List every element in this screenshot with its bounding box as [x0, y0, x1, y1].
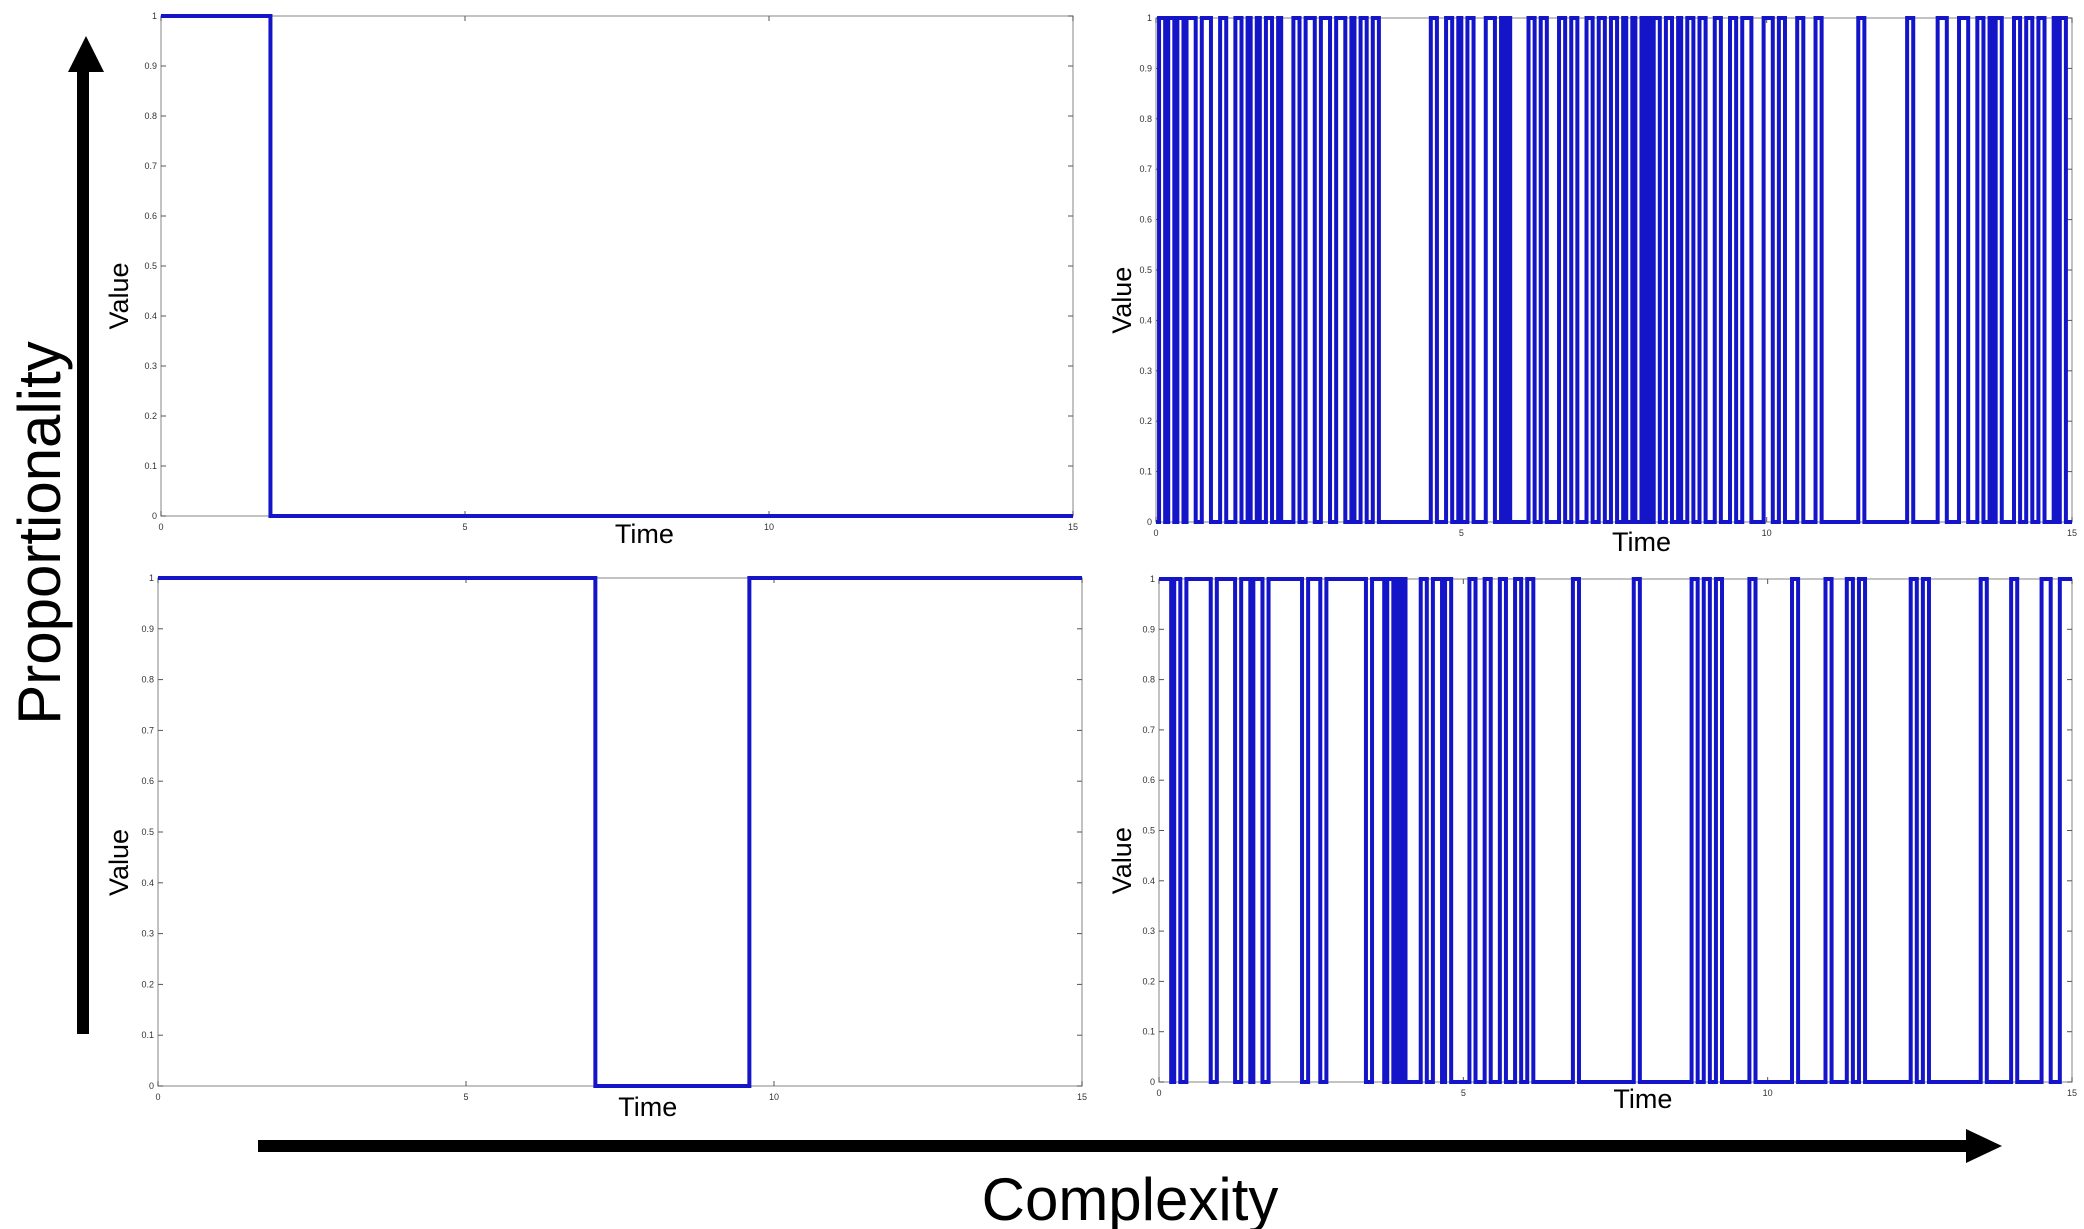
y-tick-label: 0.8 [1139, 114, 1152, 124]
x-tick-label: 0 [1153, 528, 1158, 538]
y-tick-label: 1 [1147, 13, 1152, 23]
y-axis-label: Value [1107, 267, 1137, 334]
y-tick-label: 0.6 [1139, 215, 1152, 225]
y-tick-label: 1 [152, 11, 157, 21]
y-tick-label: 0.3 [1139, 366, 1152, 376]
plot-frame [157, 577, 1083, 1087]
complexity-arrow-shaft [258, 1140, 1978, 1152]
y-tick-label: 0.4 [1142, 876, 1155, 886]
y-tick-label: 0.4 [144, 311, 157, 321]
x-tick-label: 15 [2067, 1088, 2077, 1098]
signal-line [1159, 577, 2072, 1084]
y-tick-label: 0 [149, 1081, 154, 1091]
y-tick-label: 0.2 [1139, 416, 1152, 426]
panel-top-left: 00.10.20.30.40.50.60.70.80.910 5 10 15TimeV… [104, 11, 1078, 549]
x-tick-label: 10 [1762, 528, 1772, 538]
proportionality-arrow [68, 36, 104, 1034]
y-tick-label: 0.6 [144, 211, 157, 221]
y-tick-label: 0.5 [144, 261, 157, 271]
y-tick-label: 0.3 [141, 929, 154, 939]
x-tick-label: 10 [1763, 1088, 1773, 1098]
y-tick-label: 0.9 [1142, 624, 1155, 634]
y-tick-label: 0.2 [141, 979, 154, 989]
y-tick-label: 0.9 [141, 624, 154, 634]
plot-frame [1158, 578, 2073, 1083]
panel-top-right: 00.10.20.30.40.50.60.70.80.910 5 10 15TimeV… [1107, 13, 2077, 557]
complexity-arrow [258, 1129, 2002, 1163]
y-tick-label: 0.4 [1139, 315, 1152, 325]
complexity-label: Complexity [982, 1166, 1279, 1229]
y-tick-label: 0 [152, 511, 157, 521]
x-tick-label: 5 [463, 1092, 468, 1102]
y-tick-label: 0.9 [1139, 63, 1152, 73]
y-tick-label: 0.4 [141, 878, 154, 888]
y-tick-label: 0.7 [1139, 164, 1152, 174]
y-tick-label: 0.7 [144, 161, 157, 171]
x-tick-label: 0 [158, 522, 163, 532]
panel-bottom-right: 00.10.20.30.40.50.60.70.80.910 5 10 15TimeV… [1107, 574, 2077, 1114]
y-tick-label: 0.9 [144, 61, 157, 71]
x-tick-label: 5 [1459, 528, 1464, 538]
y-tick-label: 0.1 [1139, 467, 1152, 477]
y-axis-label: Value [104, 829, 134, 896]
proportionality-label: Proportionality [6, 341, 73, 725]
y-tick-label: 0.5 [141, 827, 154, 837]
panel-bottom-left: 00.10.20.30.40.50.60.70.80.910 5 10 15TimeV… [104, 573, 1087, 1122]
y-tick-label: 0.2 [144, 411, 157, 421]
y-tick-label: 0.2 [1142, 976, 1155, 986]
y-tick-label: 0.5 [1139, 265, 1152, 275]
proportionality-arrow-shaft [77, 66, 89, 1034]
plot-frame [160, 15, 1074, 517]
y-tick-label: 1 [1150, 574, 1155, 584]
y-tick-label: 0 [1150, 1077, 1155, 1087]
x-tick-label: 0 [155, 1092, 160, 1102]
y-tick-label: 0 [1147, 517, 1152, 527]
y-axis-label: Value [1107, 827, 1137, 894]
y-tick-label: 0.6 [1142, 775, 1155, 785]
proportionality-arrow-head-icon [68, 36, 104, 72]
signal-line [161, 14, 1073, 518]
y-tick-label: 0.3 [144, 361, 157, 371]
signal-line [1156, 16, 2072, 524]
y-axis-label: Value [104, 262, 134, 329]
complexity-arrow-head-icon [1966, 1129, 2002, 1163]
x-tick-label: 5 [1461, 1088, 1466, 1098]
y-tick-label: 0.6 [141, 776, 154, 786]
x-tick-label: 15 [2067, 528, 2077, 538]
x-axis-label: Time [618, 1092, 677, 1122]
y-tick-label: 0.7 [1142, 725, 1155, 735]
y-tick-label: 0.1 [144, 461, 157, 471]
y-tick-label: 0.8 [1142, 675, 1155, 685]
x-tick-label: 5 [462, 522, 467, 532]
y-tick-label: 0.3 [1142, 926, 1155, 936]
x-axis-label: Time [1612, 527, 1671, 557]
y-tick-label: 1 [149, 573, 154, 583]
x-tick-label: 0 [1156, 1088, 1161, 1098]
signal-line [158, 576, 1082, 1088]
y-tick-label: 0.8 [141, 675, 154, 685]
x-tick-label: 15 [1068, 522, 1078, 532]
x-axis-label: Time [615, 519, 674, 549]
y-tick-label: 0.5 [1142, 826, 1155, 836]
x-tick-label: 10 [769, 1092, 779, 1102]
y-tick-label: 0.7 [141, 725, 154, 735]
x-tick-label: 15 [1077, 1092, 1087, 1102]
x-tick-label: 10 [764, 522, 774, 532]
x-axis-label: Time [1613, 1084, 1672, 1114]
y-tick-label: 0.8 [144, 111, 157, 121]
y-tick-label: 0.1 [141, 1030, 154, 1040]
y-tick-label: 0.1 [1142, 1027, 1155, 1037]
